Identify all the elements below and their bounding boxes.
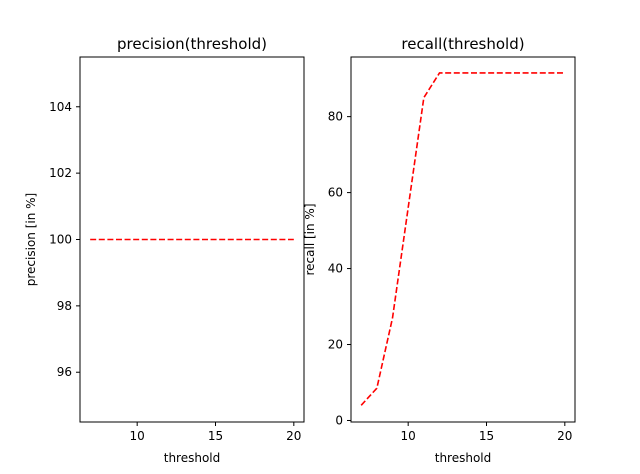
precision-x-ticks: 10 15 20 <box>130 422 301 443</box>
precision-y-tick-label: 102 <box>49 166 72 180</box>
recall-x-tick-label: 20 <box>557 429 572 443</box>
precision-x-tick-label: 10 <box>130 429 145 443</box>
recall-series-group <box>360 72 565 406</box>
precision-y-axis-label: precision [in %] <box>24 193 38 286</box>
recall-subplot: recall(threshold) threshold recall [in %… <box>303 35 576 465</box>
recall-series-line <box>360 72 565 406</box>
recall-chart-title: recall(threshold) <box>401 35 524 53</box>
precision-y-tick-label: 98 <box>57 299 72 313</box>
precision-y-tick-label: 100 <box>49 233 72 247</box>
precision-x-axis-label: threshold <box>164 451 221 465</box>
recall-x-tick-label: 15 <box>479 429 494 443</box>
precision-subplot: precision(threshold) threshold precision… <box>24 35 305 465</box>
precision-y-ticks: 96 98 100 102 104 <box>49 100 80 379</box>
recall-y-tick-label: 60 <box>328 186 343 200</box>
precision-y-tick-label: 96 <box>57 365 72 379</box>
recall-x-axis-label: threshold <box>435 451 492 465</box>
recall-y-ticks: 0 20 40 60 80 <box>328 110 351 427</box>
recall-y-axis-label: recall [in %] <box>303 203 317 275</box>
recall-plot-area <box>350 56 576 423</box>
precision-x-tick-label: 15 <box>208 429 223 443</box>
precision-chart-title: precision(threshold) <box>117 35 267 53</box>
precision-x-tick-label: 20 <box>286 429 301 443</box>
recall-y-tick-label: 40 <box>328 262 343 276</box>
recall-y-tick-label: 80 <box>328 110 343 124</box>
precision-plot-area <box>79 56 305 423</box>
recall-y-tick-label: 20 <box>328 338 343 352</box>
precision-y-tick-label: 104 <box>49 100 72 114</box>
recall-x-ticks: 10 15 20 <box>401 422 572 443</box>
recall-y-tick-label: 0 <box>335 413 343 427</box>
recall-x-tick-label: 10 <box>401 429 416 443</box>
